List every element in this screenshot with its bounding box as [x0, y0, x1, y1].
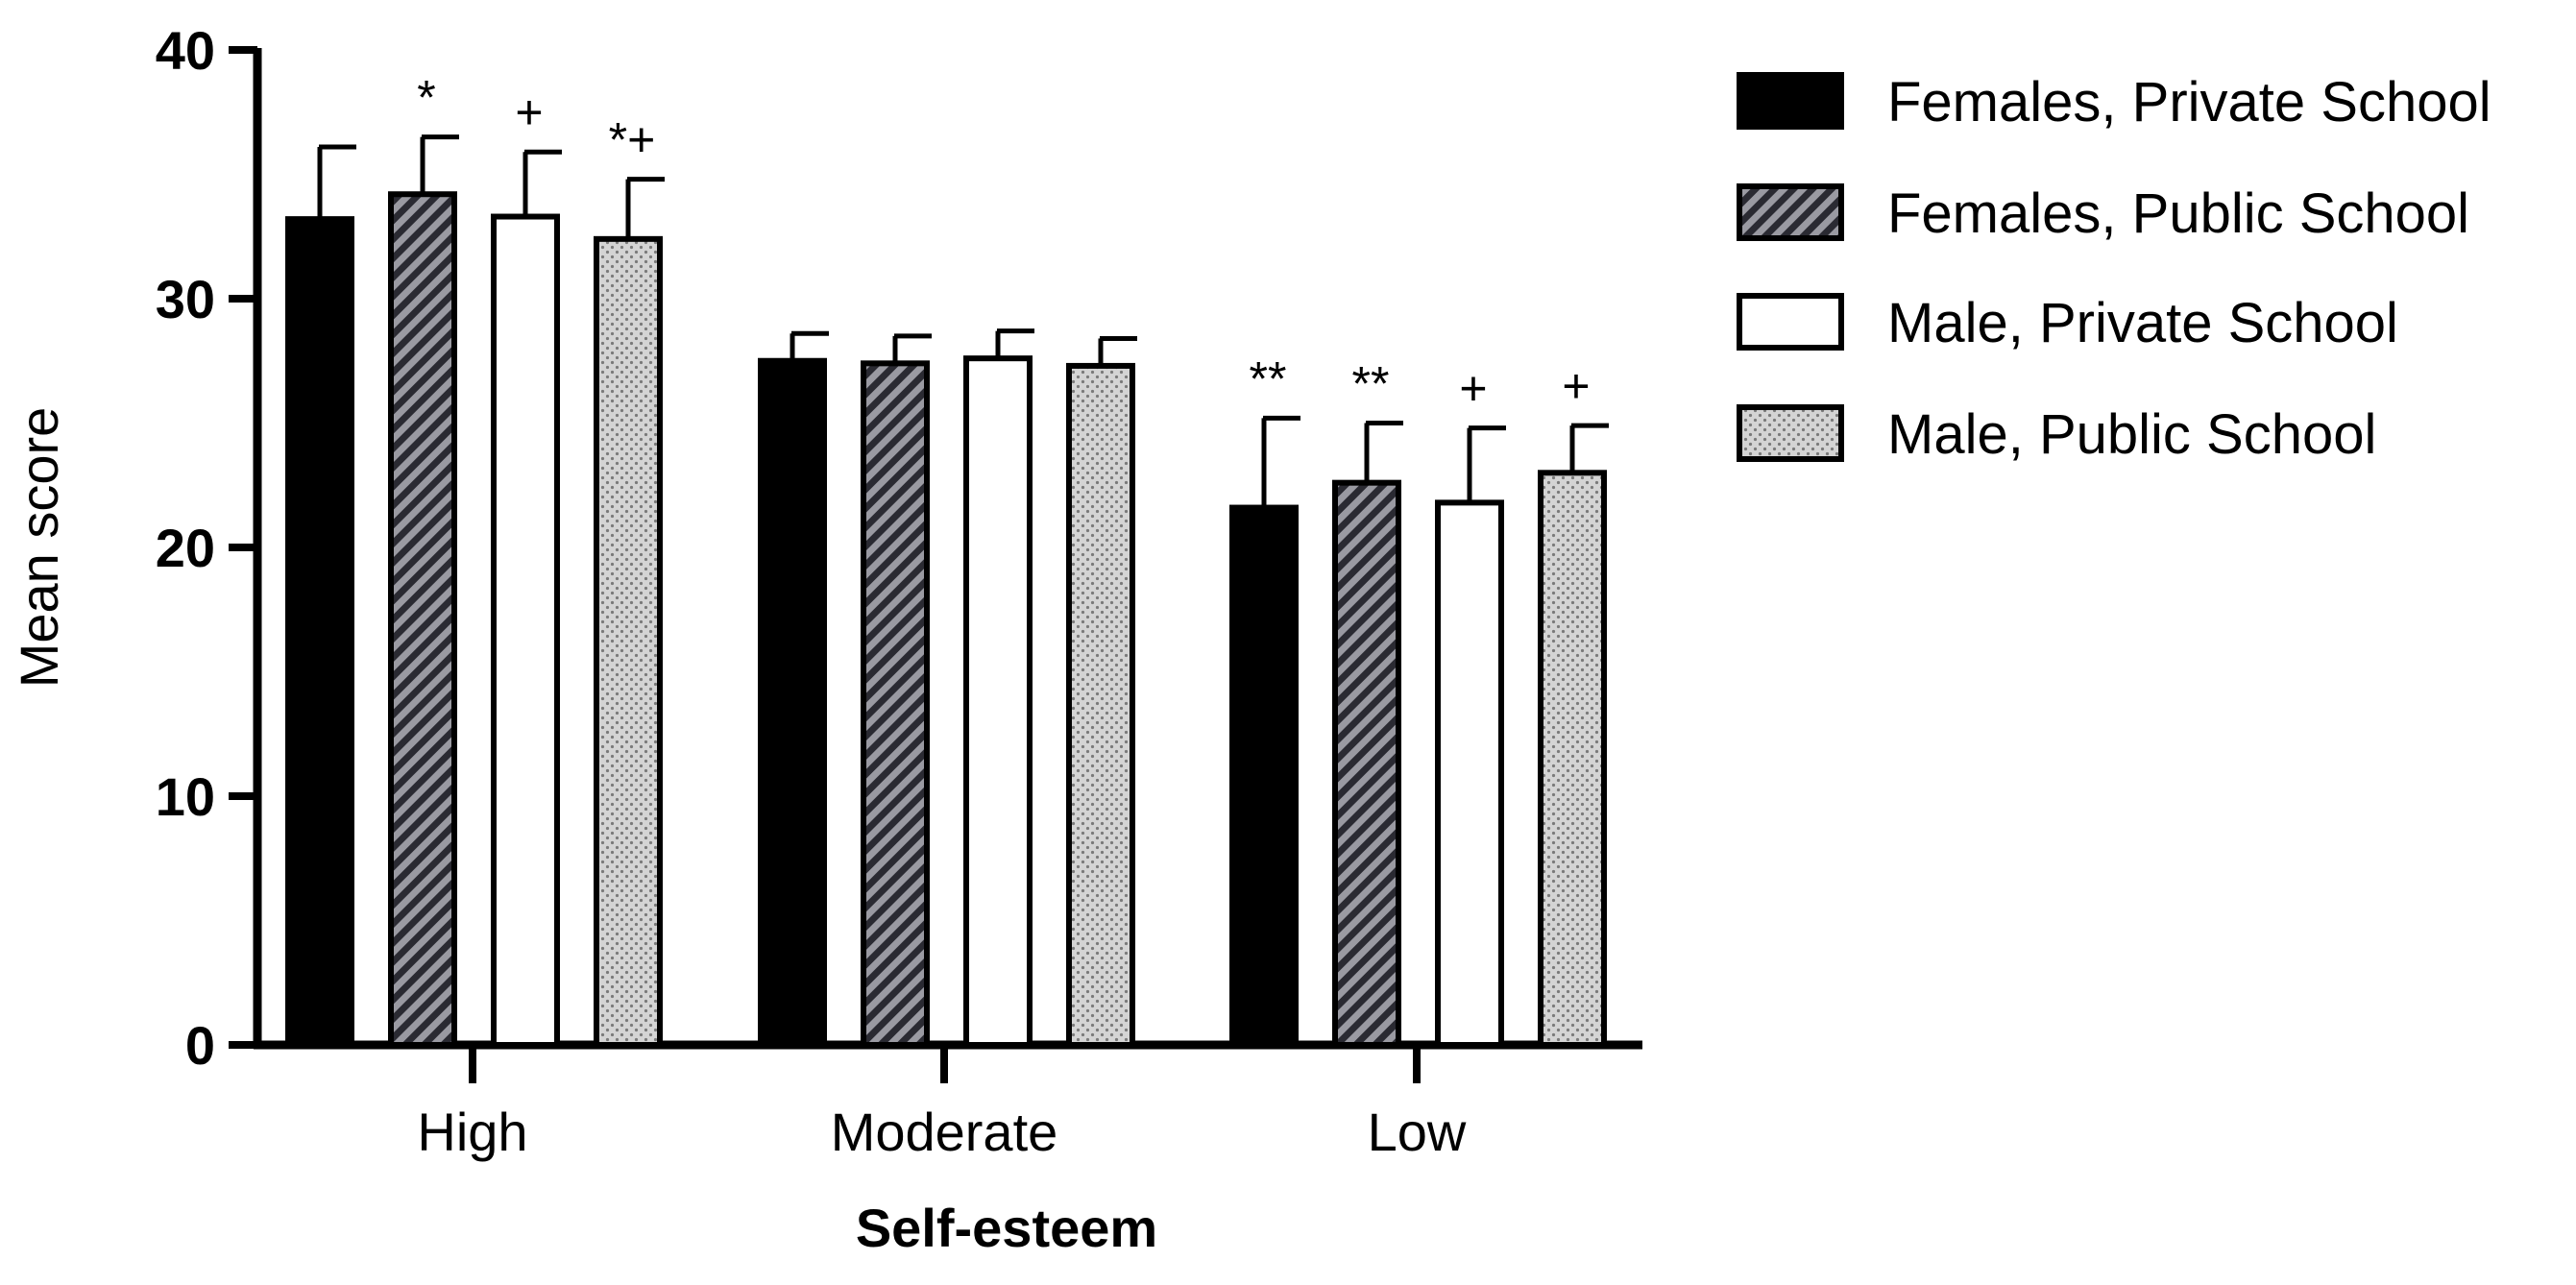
x-tick-label: Low	[1368, 1102, 1467, 1162]
bar	[1229, 504, 1299, 1048]
legend-label: Male, Public School	[1887, 403, 2376, 466]
legend-label: Male, Private School	[1887, 292, 2398, 354]
significance-marker: **	[1352, 357, 1390, 411]
significance-marker: *+	[609, 113, 656, 167]
legend-swatch	[1737, 404, 1844, 462]
bar	[285, 216, 354, 1048]
y-tick-label: 40	[156, 20, 215, 81]
bar	[491, 213, 560, 1048]
bar	[388, 191, 457, 1049]
bar	[1332, 479, 1401, 1049]
y-axis-title: Mean score	[9, 407, 69, 689]
y-tick-label: 20	[156, 518, 215, 578]
legend-label: Females, Private School	[1887, 71, 2491, 133]
bar	[963, 355, 1033, 1049]
x-tick-label: Moderate	[831, 1102, 1058, 1162]
legend: Females, Private School Females, Public S…	[1737, 71, 2491, 466]
legend-swatch	[1737, 72, 1844, 130]
bar	[594, 235, 663, 1048]
bar	[1066, 362, 1135, 1048]
x-tick-label: High	[417, 1102, 527, 1162]
legend-label: Females, Public School	[1887, 182, 2469, 245]
x-axis: High Moderate Low	[254, 1040, 1642, 1162]
bar	[758, 357, 827, 1048]
bar	[1538, 470, 1607, 1048]
x-axis-title: Self-esteem	[856, 1198, 1157, 1258]
y-axis: 0 10 20 30 40	[156, 20, 262, 1076]
bars: *****++*++	[285, 71, 1609, 1049]
significance-marker: +	[515, 85, 543, 139]
significance-marker: *	[417, 71, 435, 125]
significance-marker: +	[1562, 359, 1590, 413]
y-tick-label: 30	[156, 269, 215, 329]
legend-swatch	[1737, 183, 1844, 241]
legend-swatch	[1737, 293, 1844, 351]
y-tick-label: 0	[185, 1015, 215, 1076]
significance-marker: **	[1250, 352, 1287, 405]
bar	[861, 360, 930, 1048]
bar	[1435, 499, 1504, 1048]
y-tick-label: 10	[156, 766, 215, 827]
significance-marker: +	[1459, 362, 1487, 416]
